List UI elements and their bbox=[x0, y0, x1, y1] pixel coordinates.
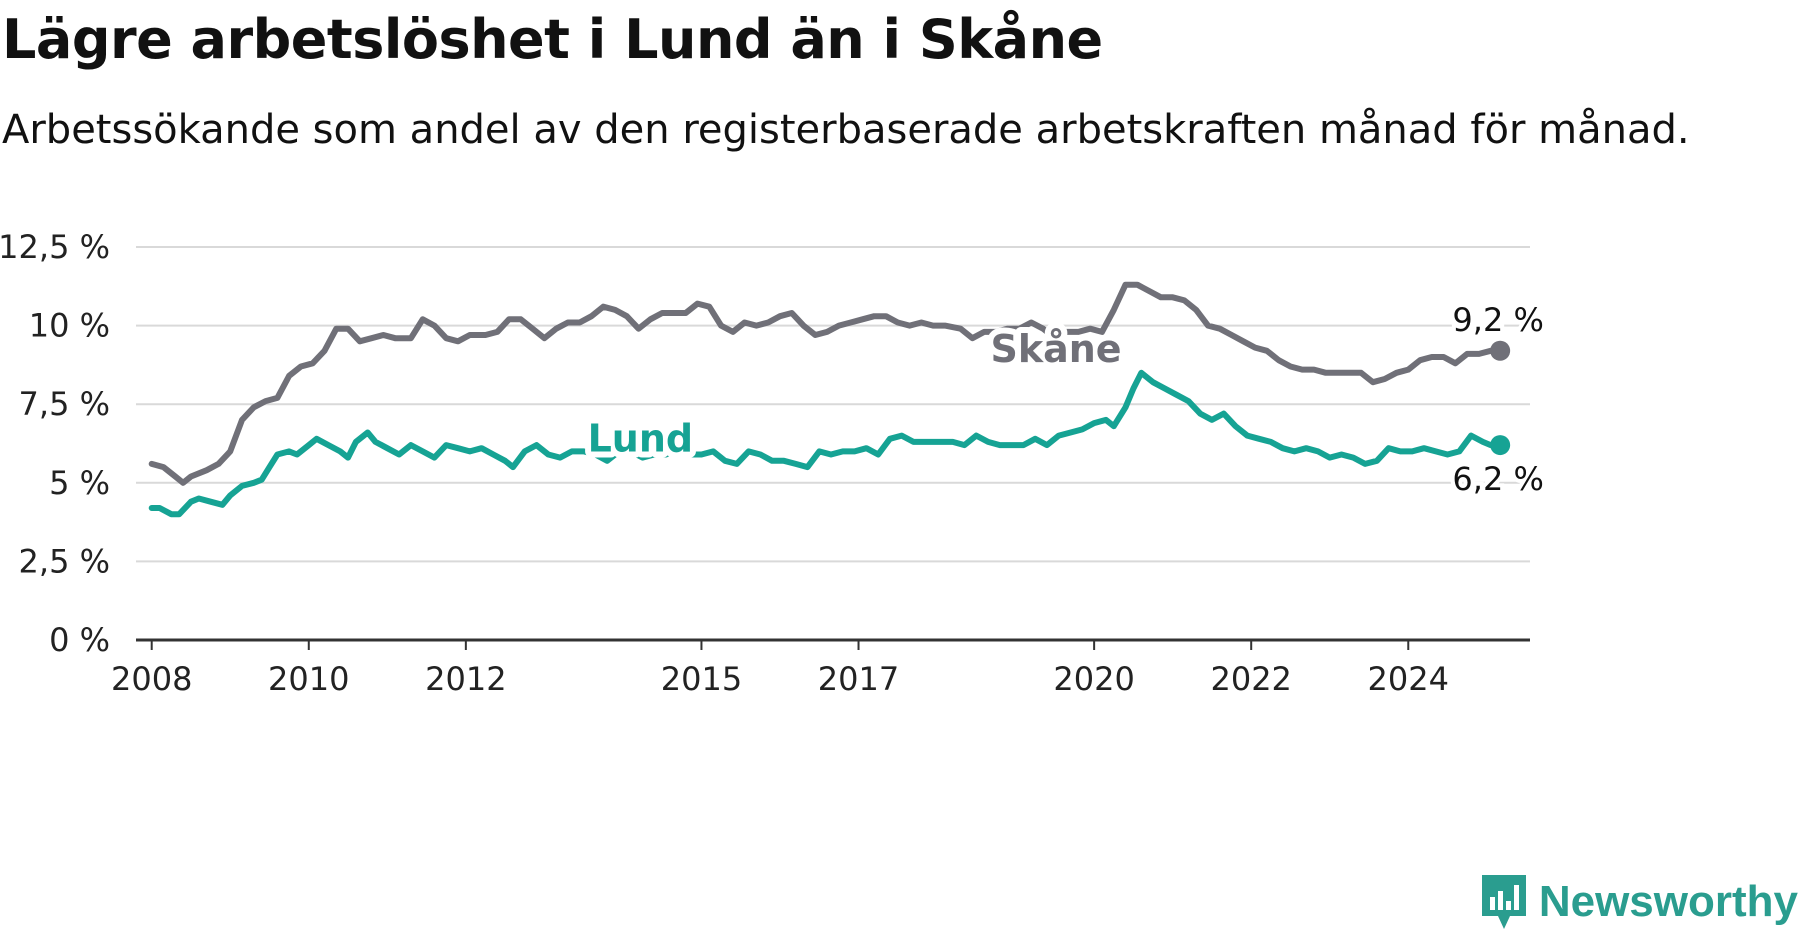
series-label-sk-ne: Skåne bbox=[990, 327, 1121, 371]
x-tick-label: 2012 bbox=[425, 660, 506, 698]
y-tick-label: 12,5 % bbox=[0, 228, 110, 266]
y-axis-labels: 0 % 2,5 % 5 % 7,5 % 10 % 12,5 % bbox=[0, 228, 110, 659]
x-tick-label: 2010 bbox=[268, 660, 349, 698]
brand-logo: Newsworthy bbox=[1479, 872, 1798, 932]
x-tick-label: 2008 bbox=[111, 660, 192, 698]
end-label-lund: 6,2 % bbox=[1452, 460, 1543, 498]
series-label-lund: Lund bbox=[588, 416, 694, 460]
x-tick-label: 2024 bbox=[1368, 660, 1449, 698]
chart-title: Lägre arbetslöshet i Lund än i Skåne bbox=[2, 8, 1103, 71]
x-tick-label: 2017 bbox=[818, 660, 899, 698]
y-tick-label: 7,5 % bbox=[19, 385, 110, 423]
chart-subtitle: Arbetssökande som andel av den registerb… bbox=[2, 107, 1690, 153]
end-point-sk-ne bbox=[1490, 340, 1511, 361]
x-axis: 2008 2010 2012 2015 2017 2020 2022 2024 bbox=[111, 638, 1530, 698]
end-label-sk-ne: 9,2 % bbox=[1452, 301, 1543, 339]
x-tick-label: 2015 bbox=[661, 660, 742, 698]
y-tick-label: 10 % bbox=[29, 307, 110, 345]
y-tick-label: 5 % bbox=[49, 464, 110, 502]
grid-lines bbox=[136, 246, 1530, 563]
line-chart: 0 %2,5 %5 %7,5 %10 %12,5 % 2008 2010 2012 2… bbox=[0, 228, 1548, 698]
x-tick-label: 2020 bbox=[1053, 660, 1134, 698]
x-tick-label: 2022 bbox=[1210, 660, 1291, 698]
series-line-sk-ne bbox=[148, 281, 1504, 486]
series-line-lund bbox=[148, 369, 1504, 518]
newsworthy-logo-icon bbox=[1481, 875, 1526, 929]
y-tick-label: 2,5 % bbox=[19, 542, 110, 580]
series-labels: Skåne Lund 9,2 % 6,2 % bbox=[582, 297, 1548, 502]
end-point-lund bbox=[1490, 435, 1511, 456]
series-lines bbox=[148, 281, 1511, 518]
y-tick-label: 0 % bbox=[49, 621, 110, 659]
brand-name: Newsworthy bbox=[1538, 877, 1798, 926]
